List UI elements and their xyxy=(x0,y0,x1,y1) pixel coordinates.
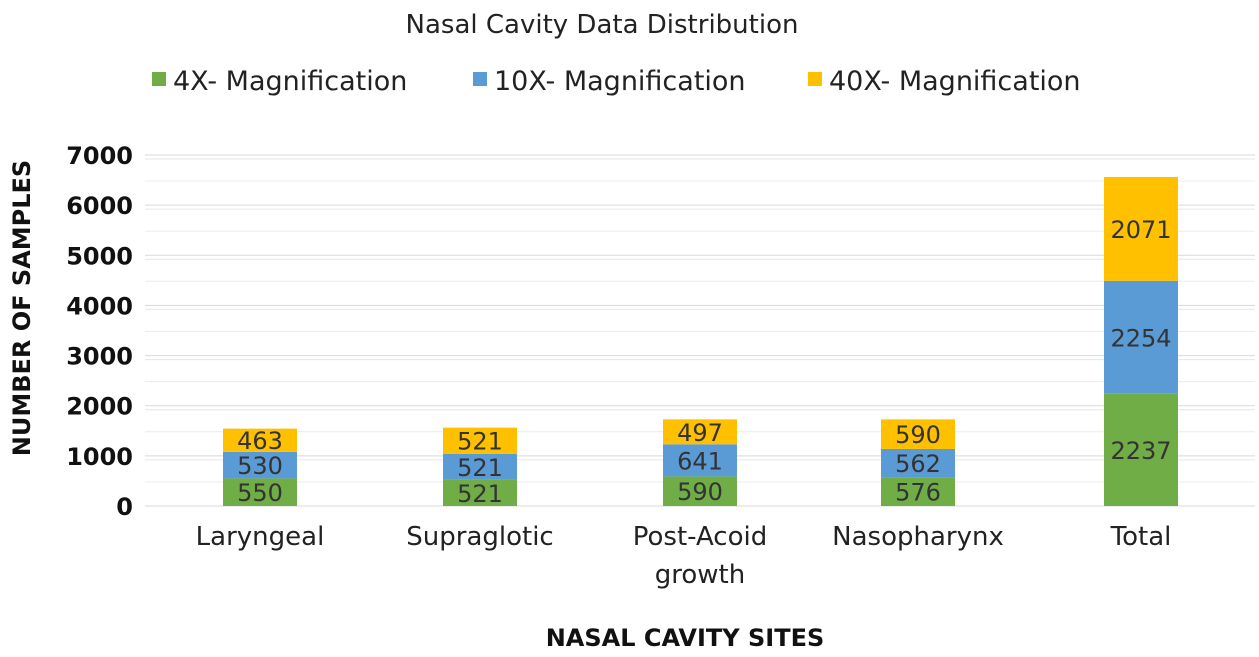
bar-segment xyxy=(881,419,955,449)
x-category-label: growth xyxy=(655,560,745,590)
data-label: 2237 xyxy=(1110,437,1171,465)
data-label: 576 xyxy=(895,479,941,507)
bar-segment xyxy=(1104,176,1178,281)
data-label: 562 xyxy=(895,450,941,478)
x-category-label: Laryngeal xyxy=(196,522,325,552)
data-label: 521 xyxy=(457,454,503,482)
bar-segment xyxy=(223,451,297,479)
bar-segment xyxy=(881,477,955,506)
data-label: 463 xyxy=(237,427,283,455)
bar-segment xyxy=(443,453,517,480)
bar-segment xyxy=(223,428,297,452)
y-tick-label: 2000 xyxy=(66,393,133,421)
legend-item: 40X- Magnification xyxy=(808,66,1081,97)
data-label: 550 xyxy=(237,479,283,507)
y-axis-title: NUMBER OF SAMPLES xyxy=(8,160,36,456)
bar-segment xyxy=(443,479,517,506)
legend-label: 40X- Magnification xyxy=(829,66,1081,97)
x-axis-title: NASAL CAVITY SITES xyxy=(546,624,825,652)
y-tick-label: 6000 xyxy=(66,192,133,220)
bar-segment xyxy=(881,448,955,478)
bars: 5505304635215215215906414975765625902237… xyxy=(223,176,1178,508)
bar-segment xyxy=(223,478,297,506)
y-tick-label: 3000 xyxy=(66,343,133,371)
data-label: 641 xyxy=(677,447,723,475)
y-tick-label: 7000 xyxy=(66,142,133,170)
data-label: 2254 xyxy=(1110,324,1171,352)
data-label: 530 xyxy=(237,452,283,480)
x-category-label: Nasopharynx xyxy=(832,522,1004,552)
legend-item: 10X- Magnification xyxy=(473,66,746,97)
x-axis-categories: Laryngeal Supraglotic Post-Acoid growth Naso… xyxy=(196,522,1172,590)
legend-swatch xyxy=(152,72,166,86)
legend-label: 10X- Magnification xyxy=(494,66,746,97)
data-label: 521 xyxy=(457,428,503,456)
legend-swatch xyxy=(808,72,822,86)
bar-segment xyxy=(443,427,517,454)
chart-title: Nasal Cavity Data Distribution xyxy=(406,10,799,40)
bar-segment xyxy=(1104,393,1178,506)
legend-label: 4X- Magnification xyxy=(173,66,407,97)
y-tick-label: 4000 xyxy=(66,292,133,320)
x-category-label: Post-Acoid xyxy=(633,522,767,552)
y-tick-label: 5000 xyxy=(66,242,133,270)
x-category-label: Supraglotic xyxy=(406,522,553,552)
legend-swatch xyxy=(473,72,487,86)
data-label: 2071 xyxy=(1110,216,1171,244)
data-label: 521 xyxy=(457,480,503,508)
legend: 4X- Magnification 10X- Magnification 40X- … xyxy=(152,66,1081,97)
y-tick-label: 0 xyxy=(116,493,133,521)
x-category-label: Total xyxy=(1110,522,1172,552)
data-label: 590 xyxy=(895,421,941,449)
y-tick-label: 1000 xyxy=(66,443,133,471)
data-label: 497 xyxy=(677,419,723,447)
bar-segment xyxy=(1104,280,1178,394)
gridlines xyxy=(145,154,1255,507)
bar-segment xyxy=(663,419,737,445)
data-label: 590 xyxy=(677,478,723,506)
bar-segment xyxy=(663,444,737,477)
bar-segment xyxy=(663,476,737,506)
y-axis-ticks: 0 1000 2000 3000 4000 5000 6000 7000 xyxy=(66,142,133,521)
legend-item: 4X- Magnification xyxy=(152,66,407,97)
